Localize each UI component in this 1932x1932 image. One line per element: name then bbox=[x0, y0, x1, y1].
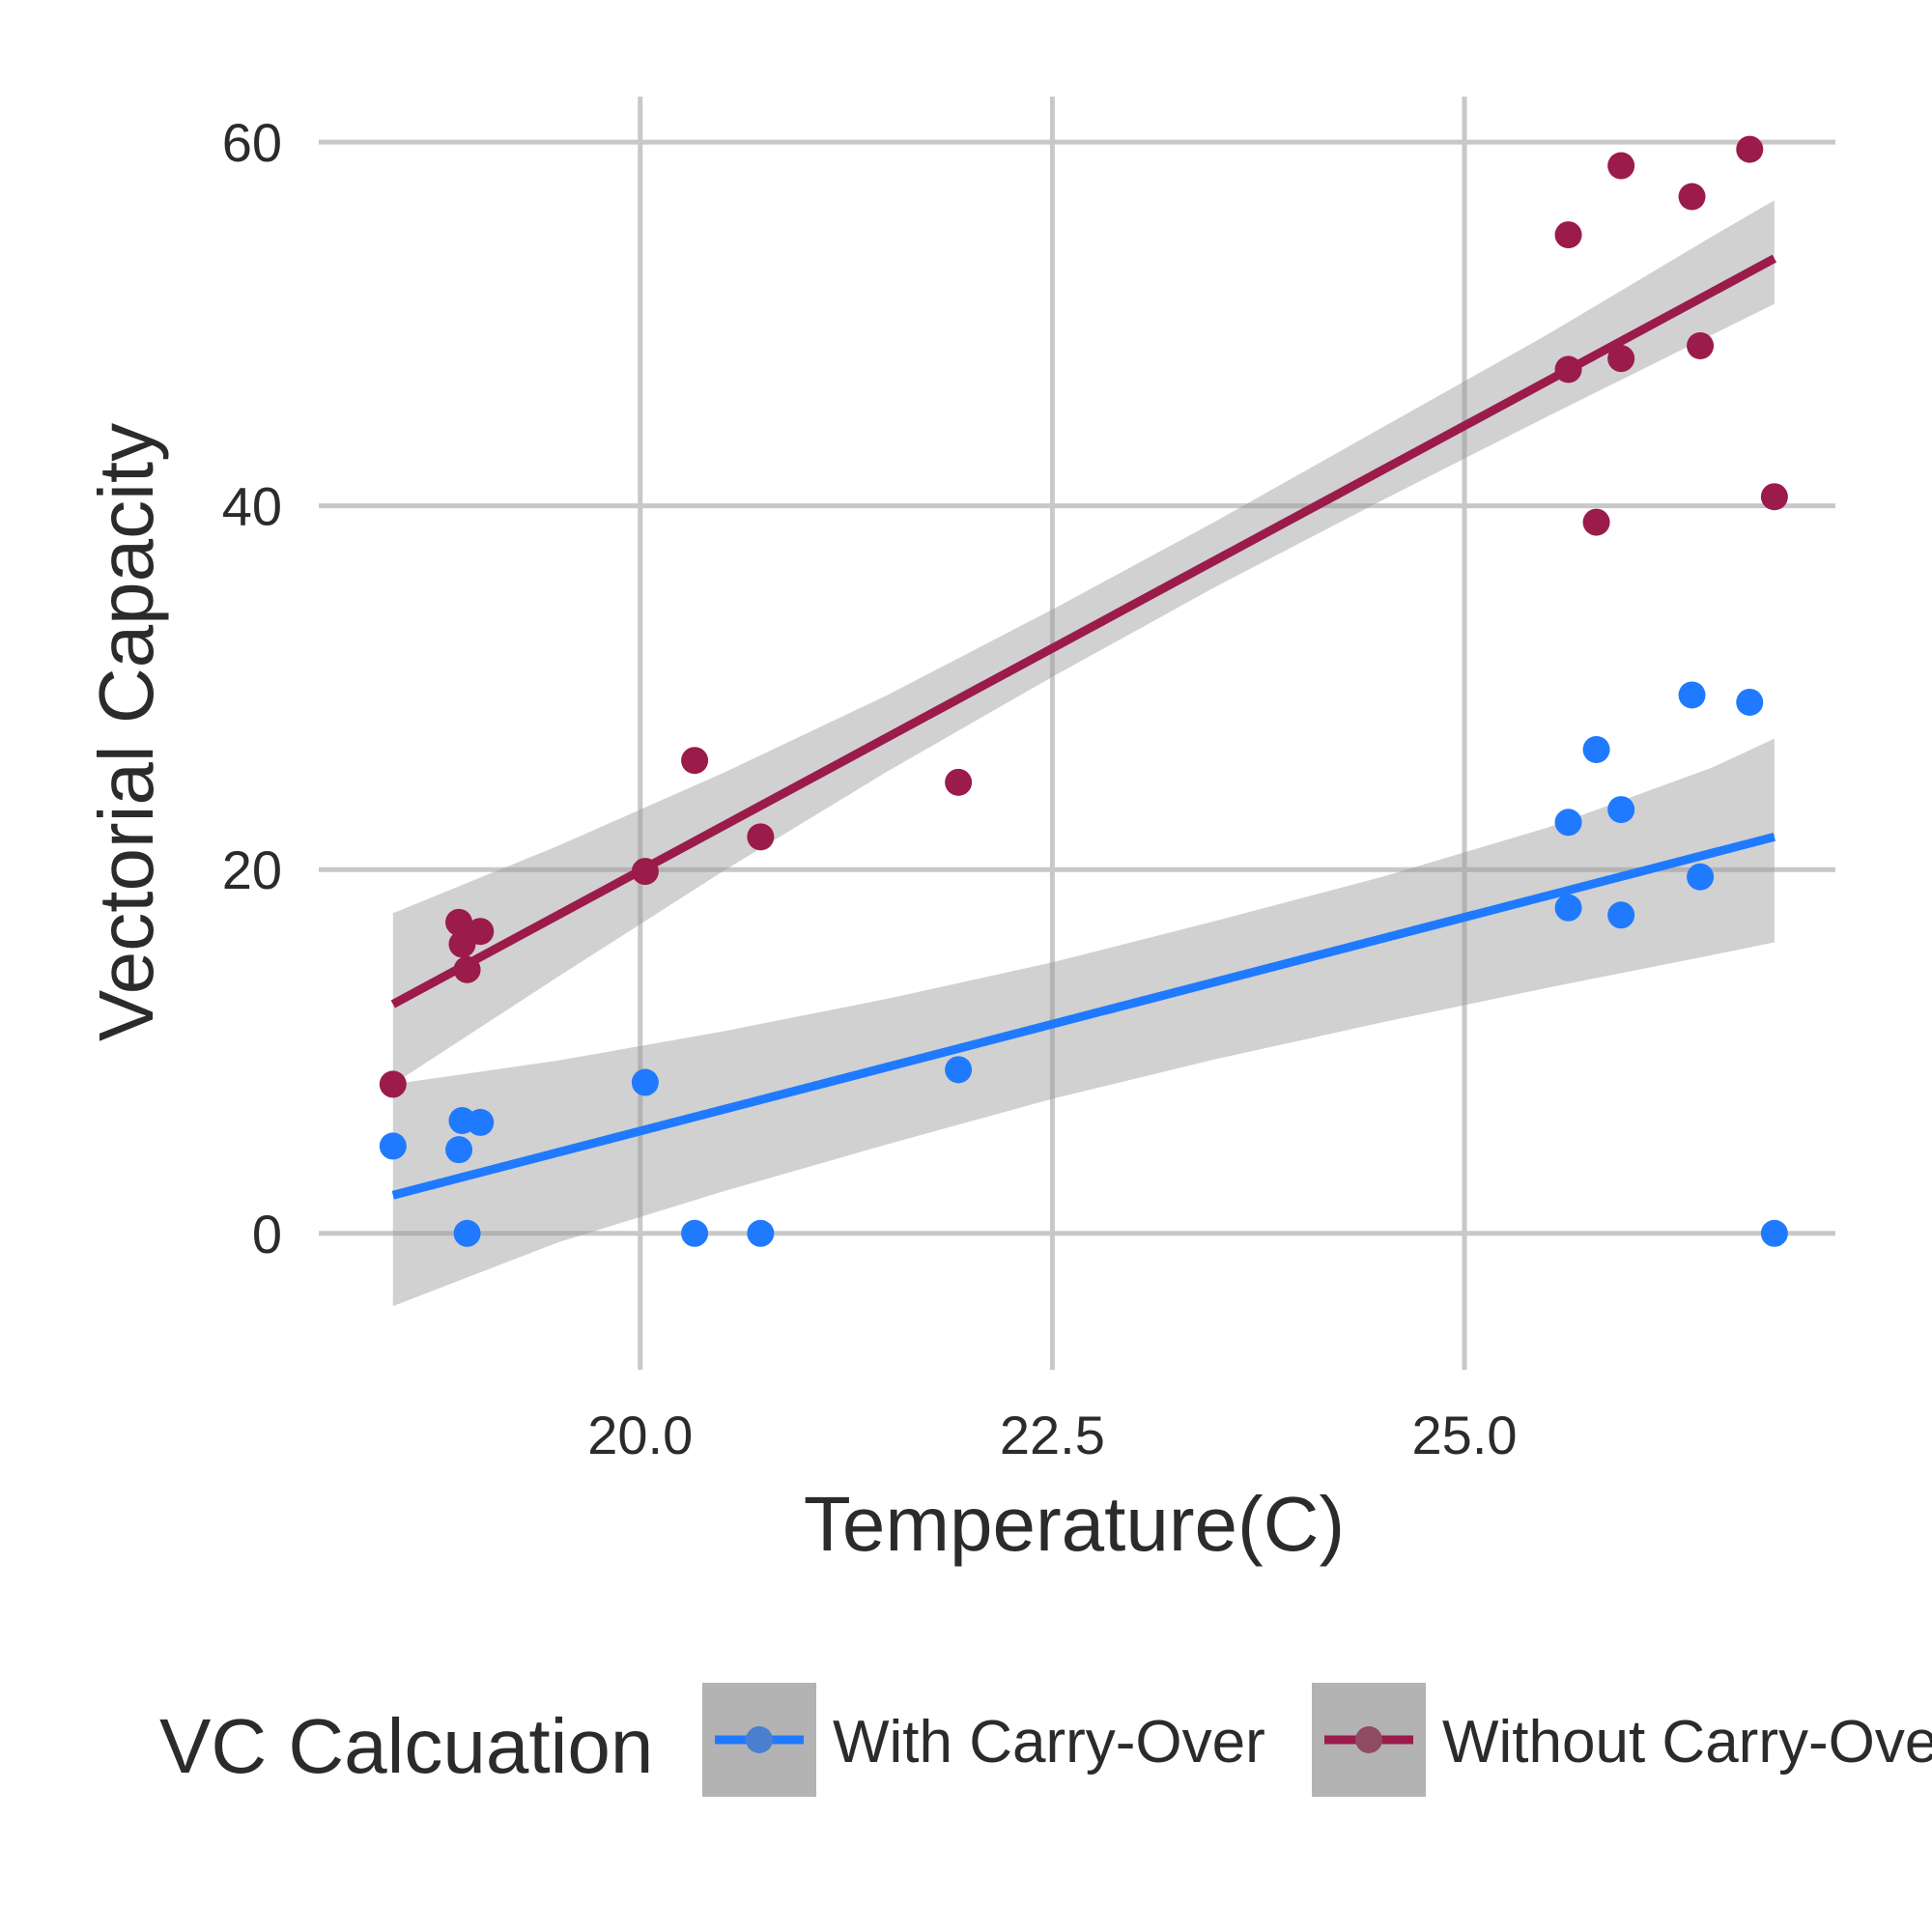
fit-line-layer bbox=[390, 254, 1776, 1200]
data-point-with-carry-over bbox=[631, 1068, 659, 1096]
data-point-without-carry-over bbox=[1554, 221, 1582, 249]
y-tick-label: 0 bbox=[252, 1204, 282, 1264]
data-point-without-carry-over bbox=[467, 918, 495, 946]
y-tick-label: 40 bbox=[222, 476, 282, 537]
data-point-without-carry-over bbox=[1760, 483, 1788, 511]
data-point-with-carry-over bbox=[453, 1219, 481, 1247]
fit-line-without-carry-over bbox=[390, 254, 1776, 1009]
data-point-layer bbox=[379, 135, 1788, 1247]
y-tick-label: 60 bbox=[222, 112, 282, 173]
legend-point-without-carry-over bbox=[1355, 1726, 1382, 1753]
data-point-with-carry-over bbox=[1687, 863, 1715, 891]
x-tick-label: 22.5 bbox=[1000, 1405, 1105, 1465]
data-point-without-carry-over bbox=[1554, 355, 1582, 384]
legend-label-with-carry-over: With Carry-Over bbox=[833, 1709, 1265, 1776]
confidence-band-with-carry-over bbox=[392, 738, 1775, 1307]
data-point-without-carry-over bbox=[945, 768, 973, 796]
data-point-without-carry-over bbox=[1582, 508, 1610, 536]
tick-label-layer: 20.0 22.5 25.0 0 20 40 60 bbox=[222, 112, 1518, 1465]
data-point-with-carry-over bbox=[681, 1219, 709, 1247]
data-point-without-carry-over bbox=[631, 858, 659, 886]
data-point-with-carry-over bbox=[467, 1108, 495, 1136]
data-point-without-carry-over bbox=[747, 823, 775, 851]
data-point-without-carry-over bbox=[1678, 183, 1706, 211]
data-point-with-carry-over bbox=[1554, 894, 1582, 922]
confidence-band-without-carry-over bbox=[392, 200, 1775, 1085]
data-point-without-carry-over bbox=[445, 908, 473, 936]
legend: VC Calcuation With Carry-Over Without Ca… bbox=[159, 1683, 1932, 1797]
data-point-with-carry-over bbox=[1582, 735, 1610, 763]
data-point-without-carry-over bbox=[1607, 345, 1635, 373]
data-point-with-carry-over bbox=[747, 1219, 775, 1247]
data-point-without-carry-over bbox=[1687, 331, 1715, 359]
data-point-without-carry-over bbox=[1607, 152, 1635, 180]
data-point-with-carry-over bbox=[1736, 688, 1764, 716]
x-tick-label: 25.0 bbox=[1412, 1405, 1518, 1465]
grid-layer bbox=[319, 97, 1835, 1370]
legend-item-with-carry-over: With Carry-Over bbox=[702, 1683, 1265, 1797]
y-tick-label: 20 bbox=[222, 839, 282, 900]
fit-line-with-carry-over bbox=[391, 832, 1776, 1200]
data-point-without-carry-over bbox=[681, 747, 709, 775]
x-tick-label: 20.0 bbox=[587, 1405, 693, 1465]
data-point-with-carry-over bbox=[1760, 1219, 1788, 1247]
data-point-with-carry-over bbox=[1678, 681, 1706, 709]
data-point-with-carry-over bbox=[945, 1056, 973, 1084]
data-point-without-carry-over bbox=[1736, 135, 1764, 163]
y-axis-title: Vectorial Capacity bbox=[83, 423, 169, 1041]
legend-title: VC Calcuation bbox=[159, 1703, 653, 1789]
x-axis-title: Temperature(C) bbox=[804, 1481, 1345, 1567]
legend-item-without-carry-over: Without Carry-Over bbox=[1312, 1683, 1932, 1797]
confidence-band-layer bbox=[392, 200, 1775, 1307]
legend-point-with-carry-over bbox=[746, 1726, 773, 1753]
legend-label-without-carry-over: Without Carry-Over bbox=[1442, 1709, 1932, 1776]
data-point-with-carry-over bbox=[445, 1136, 473, 1164]
data-point-with-carry-over bbox=[379, 1132, 407, 1160]
data-point-with-carry-over bbox=[1607, 901, 1635, 929]
data-point-with-carry-over bbox=[1554, 809, 1582, 837]
data-point-without-carry-over bbox=[379, 1070, 407, 1098]
data-point-without-carry-over bbox=[453, 955, 481, 983]
data-point-with-carry-over bbox=[1607, 796, 1635, 824]
